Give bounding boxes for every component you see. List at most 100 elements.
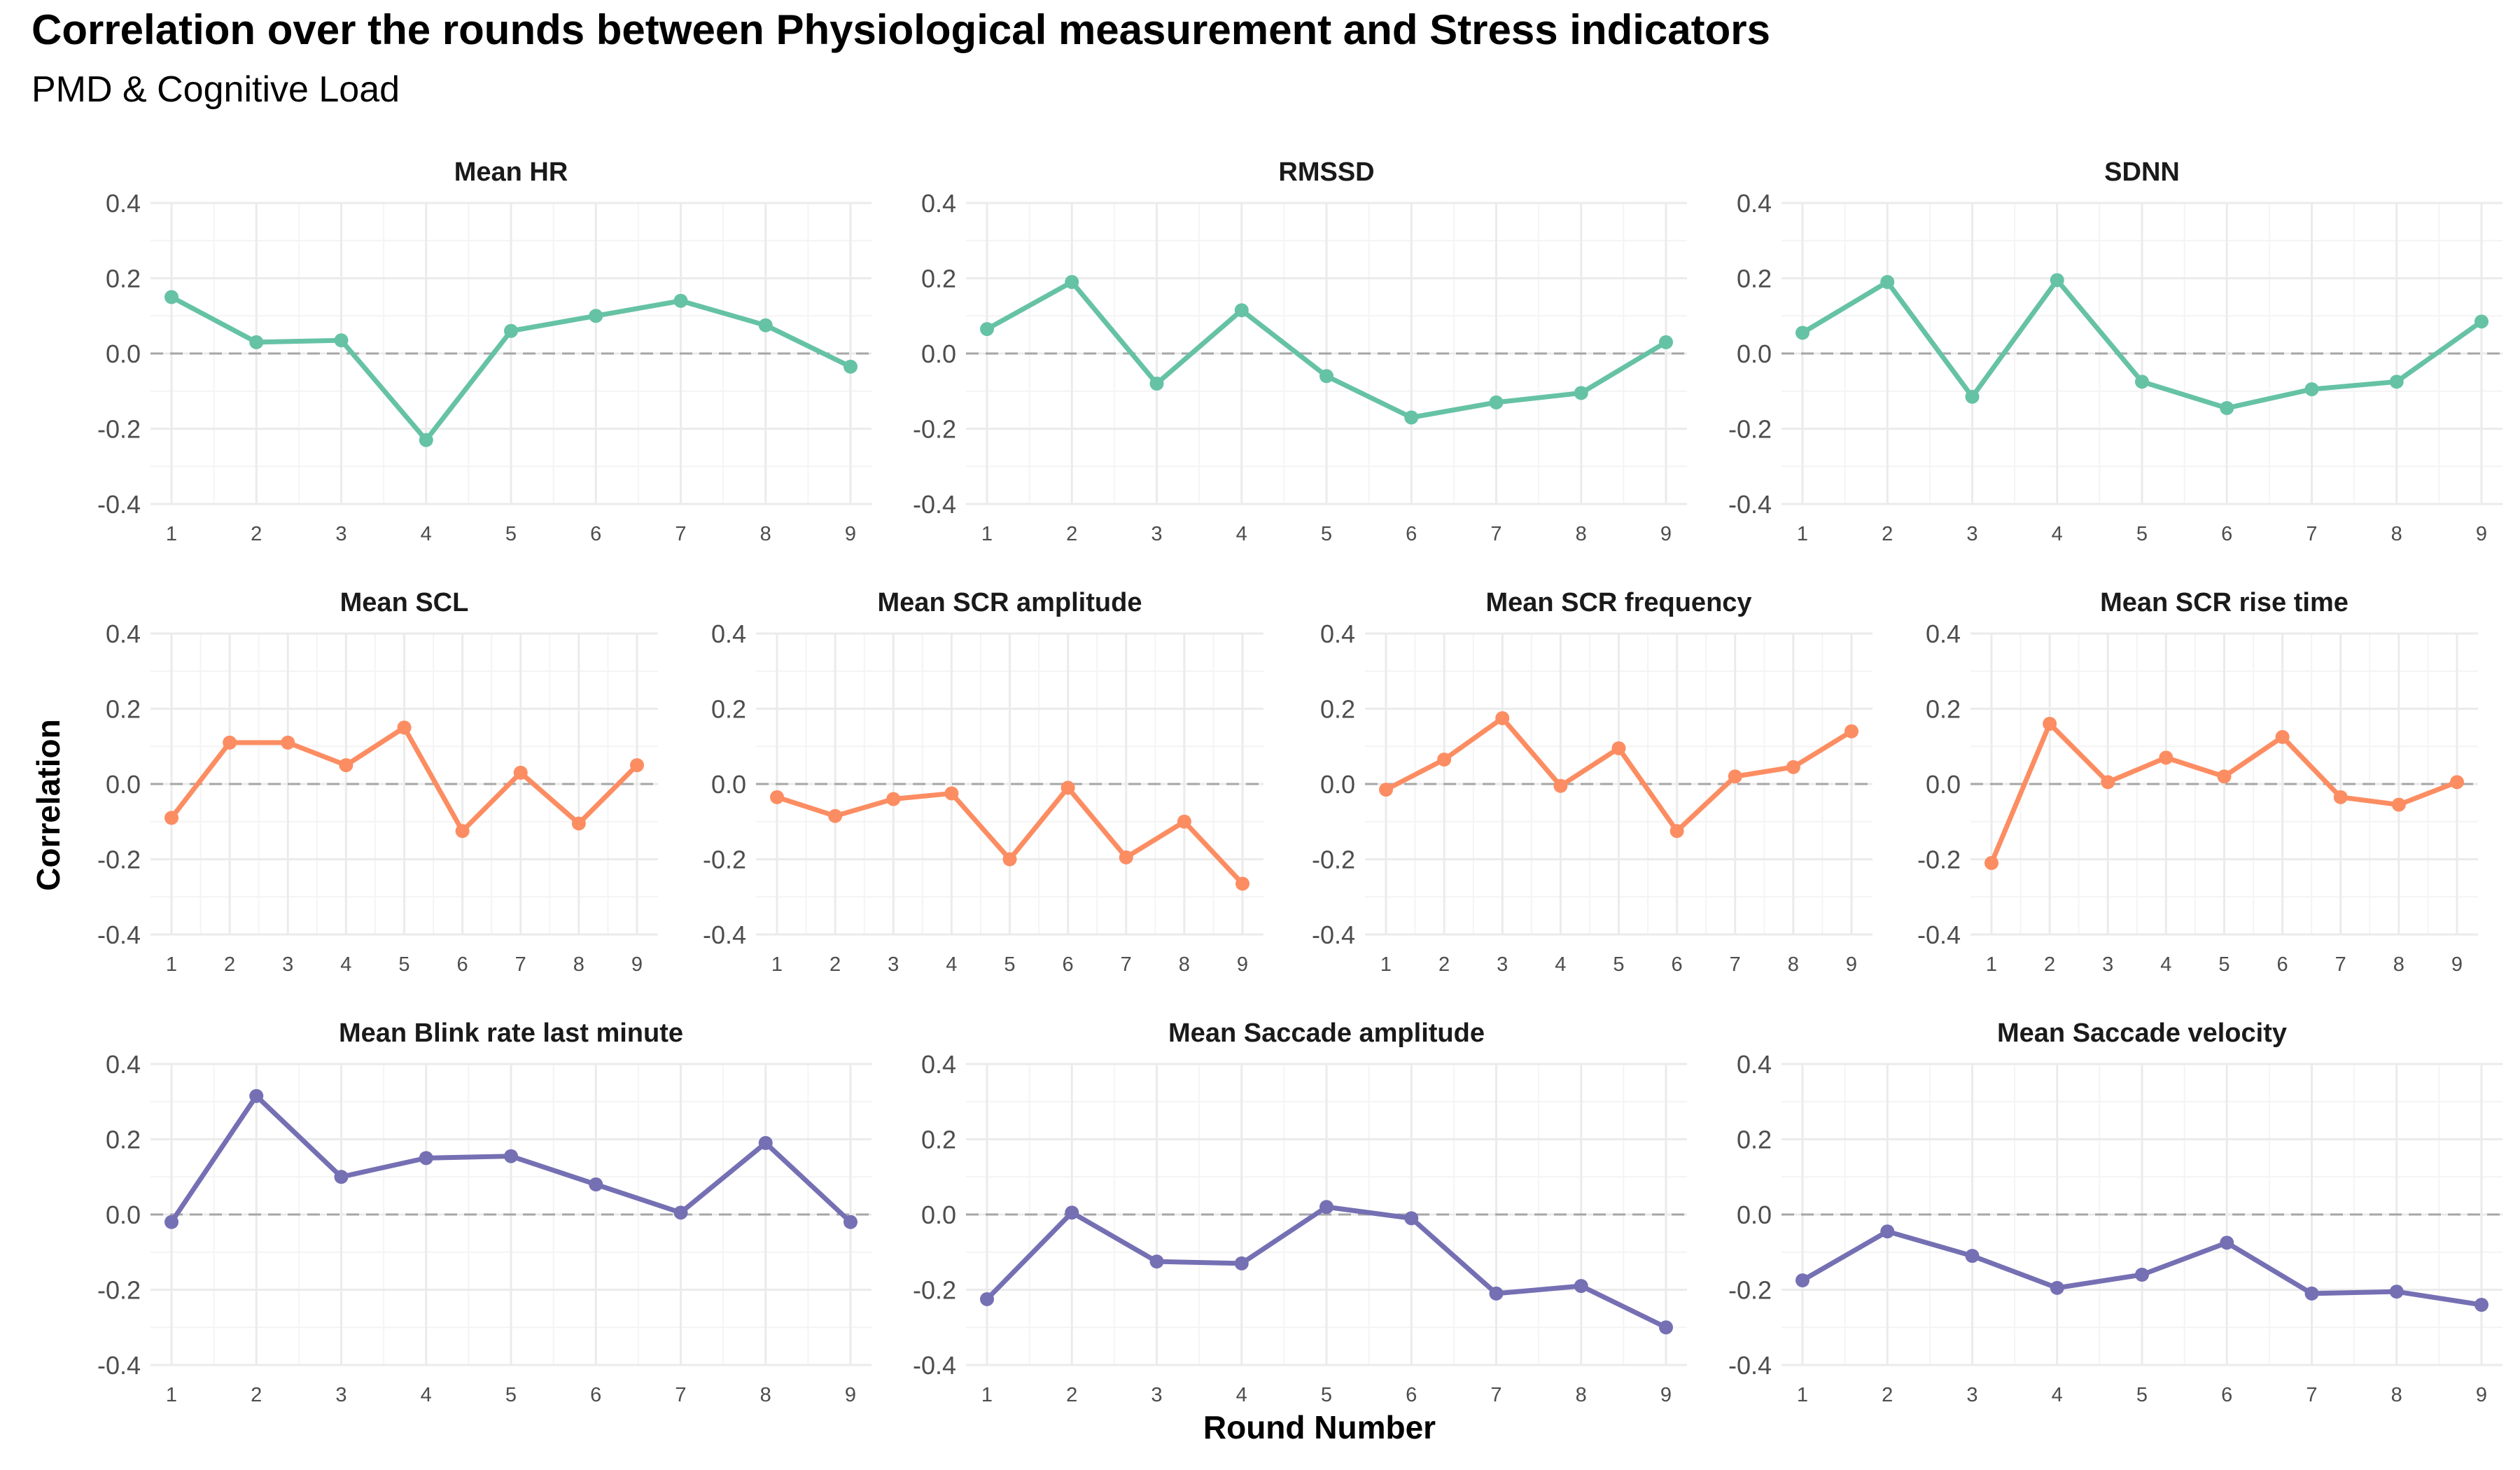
data-point [1795,326,1809,340]
panel-mean-hr: Mean HR -0.4 -0.2 0.0 0.2 0.4 1 2 3 4 5 6 7 8 9 [97,158,872,545]
x-tick-label: 4 [421,523,432,545]
data-point [1149,1254,1164,1269]
data-point [504,323,518,338]
x-tick-label: 6 [2221,523,2232,545]
x-tick-label: 2 [830,953,841,976]
y-tick-label: -0.4 [1728,490,1772,519]
data-point [1844,724,1858,738]
data-point [571,816,586,831]
x-tick-label: 8 [2391,523,2402,545]
data-point [1234,1256,1249,1270]
data-point [1965,389,1980,404]
x-tick-label: 9 [845,1384,856,1406]
y-tick-label: 0.0 [106,340,141,368]
data-point [844,359,858,374]
x-tick-label: 2 [1438,953,1450,976]
data-point [2050,1280,2064,1295]
y-tick-label: 0.0 [1926,770,1961,799]
y-tick-label: -0.4 [97,1351,141,1380]
x-tick-label: 6 [2277,953,2288,976]
x-tick-label: 5 [1613,953,1624,976]
x-tick-label: 4 [2052,1384,2063,1406]
data-point [589,309,603,323]
y-tick-label: 0.4 [1737,189,1772,218]
panel-title: Mean HR [454,158,568,187]
x-tick-label: 3 [1151,1384,1162,1406]
data-point [589,1177,603,1191]
data-point [1060,780,1075,795]
x-tick-label: 2 [1882,1384,1893,1406]
x-tick-label: 1 [166,523,177,545]
data-point [2050,273,2064,288]
x-tick-label: 9 [1846,953,1857,976]
x-tick-label: 5 [1321,1384,1332,1406]
data-point [2220,400,2234,415]
x-tick-label: 8 [2391,1384,2402,1406]
data-point [1065,1205,1079,1220]
x-tick-label: 3 [1966,1384,1977,1406]
data-point [1234,303,1249,318]
y-tick-label: 0.4 [711,620,746,648]
y-tick-label: 0.2 [921,1126,956,1154]
data-point [164,1214,178,1229]
x-tick-label: 2 [224,953,235,976]
panel-mean-scr-rise-time: Mean SCR rise time -0.4 -0.2 0.0 0.2 0.4 1 2 3 4 5… [1917,588,2478,976]
data-point [249,335,264,349]
panel-mean-blink-rate-last-minute: Mean Blink rate last minute -0.4 -0.2 0.0 0.… [97,1018,872,1406]
data-point [1965,1249,1980,1264]
x-tick-label: 8 [573,953,584,976]
x-tick-label: 1 [1797,523,1808,545]
x-tick-label: 2 [251,523,262,545]
y-tick-label: 0.0 [1320,770,1355,799]
x-tick-label: 6 [590,523,601,545]
x-tick-label: 9 [631,953,643,976]
y-tick-label: -0.2 [1728,415,1772,444]
data-point [2474,1298,2488,1312]
y-tick-label: 0.0 [921,340,956,368]
data-point [1786,760,1800,774]
panel-title: RMSSD [1278,158,1374,187]
data-point [828,808,843,823]
y-tick-label: -0.4 [97,490,141,519]
x-tick-label: 6 [1672,953,1683,976]
panel-title: Mean SCR frequency [1485,588,1751,617]
x-tick-label: 7 [515,953,526,976]
data-point [1177,814,1191,829]
panel-title: Mean Blink rate last minute [339,1018,683,1048]
data-point [2043,717,2057,731]
panel-title: Mean SCR rise time [2100,588,2348,617]
data-point [1728,769,1742,784]
data-point [249,1088,264,1103]
data-point [334,333,349,348]
y-tick-label: 0.2 [921,265,956,293]
y-tick-label: -0.4 [1728,1351,1772,1380]
y-tick-label: -0.2 [97,846,141,874]
y-tick-label: 0.2 [711,695,746,724]
x-tick-label: 9 [1660,523,1672,545]
x-tick-label: 1 [166,1384,177,1406]
data-point [1404,410,1419,425]
y-tick-label: -0.4 [1312,920,1355,949]
x-tick-label: 3 [1497,953,1508,976]
y-tick-label: -0.2 [97,415,141,444]
x-tick-label: 4 [1236,1384,1247,1406]
x-tick-label: 8 [1179,953,1190,976]
y-tick-label: 0.4 [1926,620,1961,648]
panel-mean-scr-amplitude: Mean SCR amplitude -0.4 -0.2 0.0 0.2 0.4 1 2 3 4 5… [703,588,1264,976]
data-point [2474,314,2488,329]
x-tick-label: 7 [2306,523,2317,545]
y-tick-label: 0.4 [106,1050,141,1079]
data-point [513,765,528,780]
x-tick-label: 5 [2136,523,2148,545]
x-tick-label: 6 [1406,1384,1417,1406]
x-tick-label: 8 [1788,953,1799,976]
data-point [673,293,688,308]
x-tick-label: 8 [1576,1384,1587,1406]
x-tick-label: 9 [1237,953,1248,976]
x-tick-label: 5 [505,523,517,545]
x-tick-label: 1 [981,1384,993,1406]
data-point [397,720,412,735]
x-tick-label: 9 [2476,523,2487,545]
data-point [1553,778,1568,793]
